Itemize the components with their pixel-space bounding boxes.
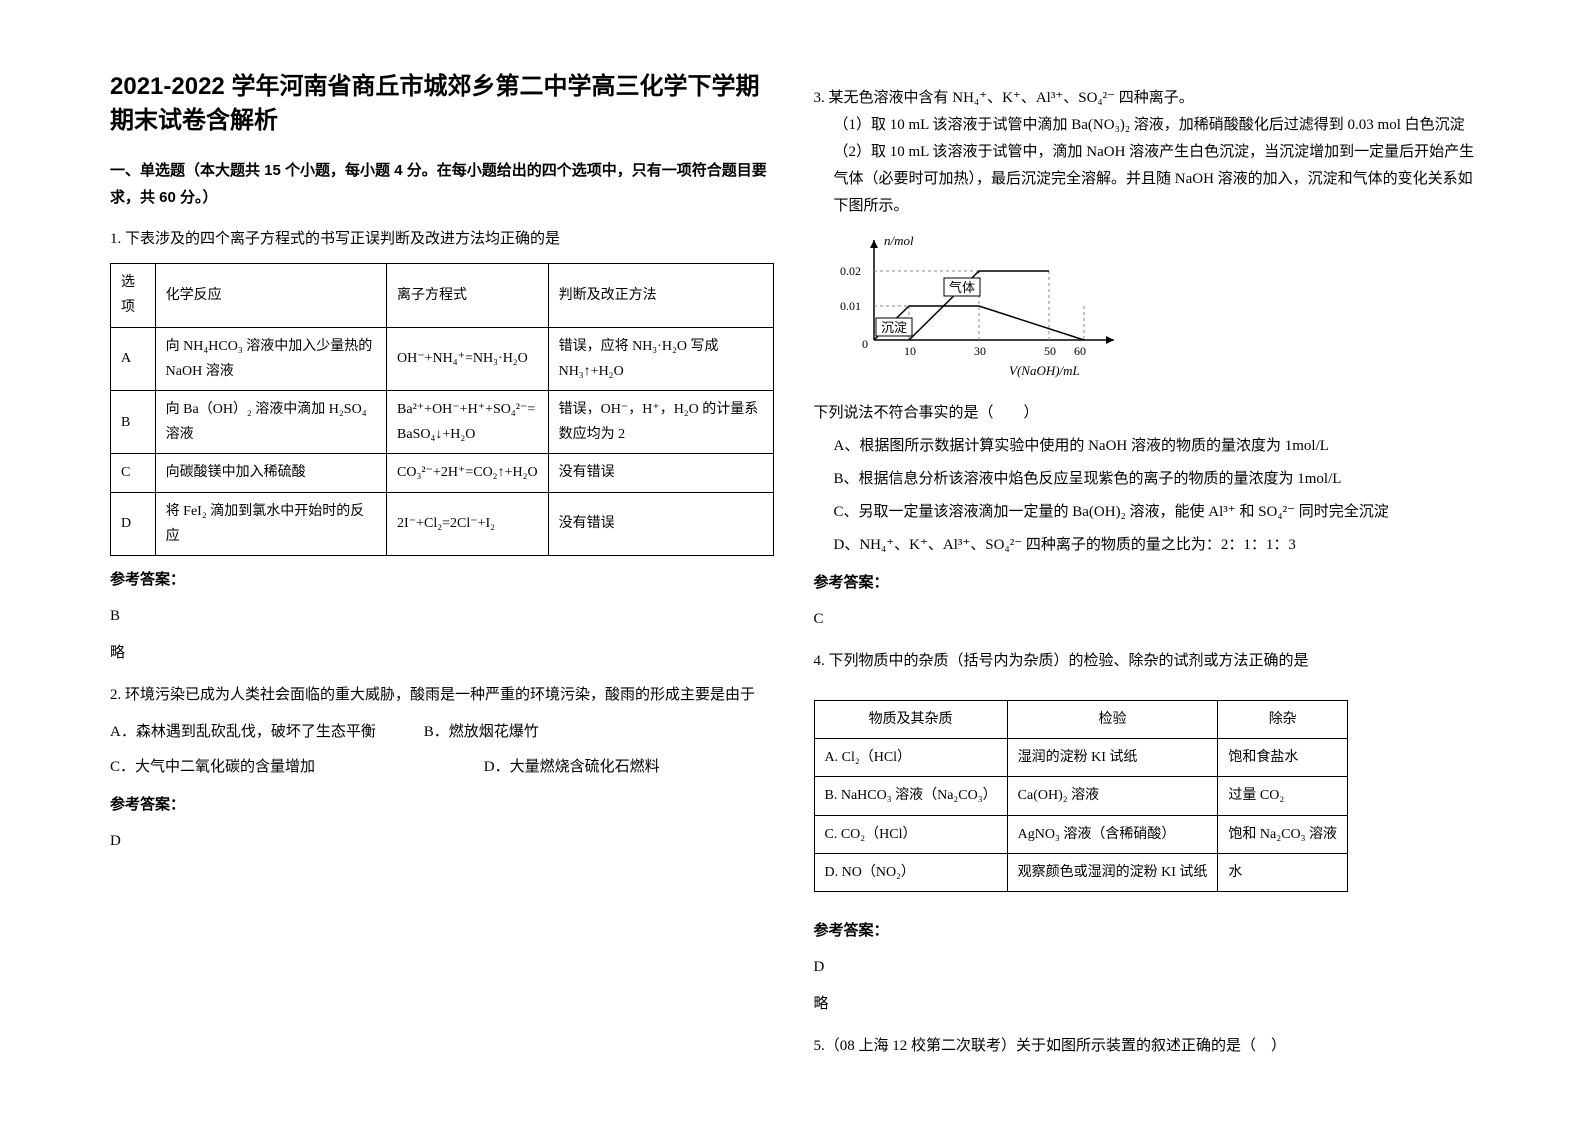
question-3: 3. 某无色溶液中含有 NH₄⁺、K⁺、Al³⁺、SO₄²⁻ 四种离子。 （1）… xyxy=(814,85,1478,633)
q4-th-2: 除杂 xyxy=(1218,701,1348,739)
question-4: 4. 下列物质中的杂质（括号内为杂质）的检验、除杂的试剂或方法正确的是 物质及其… xyxy=(814,648,1478,1018)
q1-note: 略 xyxy=(110,640,774,667)
question-1: 1. 下表涉及的四个离子方程式的书写正误判断及改进方法均正确的是 选项 化学反应… xyxy=(110,226,774,667)
table-row: B. NaHCO₃ 溶液（Na₂CO₃） Ca(OH)₂ 溶液 过量 CO₂ xyxy=(814,777,1347,815)
ytick-1: 0.01 xyxy=(840,299,861,313)
q2-answer: D xyxy=(110,828,774,855)
q1-table: 选项 化学反应 离子方程式 判断及改正方法 A 向 NH₄HCO₃ 溶液中加入少… xyxy=(110,263,774,556)
q1-r2-c3: 没有错误 xyxy=(548,454,773,492)
q4-r3-c1: 观察颜色或湿润的淀粉 KI 试纸 xyxy=(1007,853,1218,891)
q1-r1-c0: B xyxy=(111,390,156,453)
q1-r3-c0: D xyxy=(111,492,156,555)
q4-r2-c2: 饱和 Na₂CO₃ 溶液 xyxy=(1218,815,1348,853)
q1-th-0: 选项 xyxy=(111,264,156,327)
q4-th-0: 物质及其杂质 xyxy=(814,701,1007,739)
q2-opt-b: B．燃放烟花爆竹 xyxy=(424,724,539,740)
q4-r0-c0: A. Cl₂（HCl） xyxy=(814,739,1007,777)
right-column: 3. 某无色溶液中含有 NH₄⁺、K⁺、Al³⁺、SO₄²⁻ 四种离子。 （1）… xyxy=(794,70,1498,1052)
q4-note: 略 xyxy=(814,991,1478,1018)
q1-r0-c1: 向 NH₄HCO₃ 溶液中加入少量热的 NaOH 溶液 xyxy=(155,327,386,390)
option-line: A．森林遇到乱砍乱伐，破坏了生态平衡 B．燃放烟花爆竹 xyxy=(110,719,774,746)
q4-r2-c1: AgNO₃ 溶液（含稀硝酸） xyxy=(1007,815,1218,853)
answer-label: 参考答案： xyxy=(110,791,774,818)
left-column: 2021-2022 学年河南省商丘市城郊乡第二中学高三化学下学期期末试卷含解析 … xyxy=(90,70,794,1052)
q2-opt-c: C．大气中二氧化碳的含量增加 xyxy=(110,754,480,781)
xtick-1: 30 xyxy=(974,344,986,358)
q4-stem: 4. 下列物质中的杂质（括号内为杂质）的检验、除杂的试剂或方法正确的是 xyxy=(814,648,1478,675)
q4-r2-c0: C. CO₂（HCl） xyxy=(814,815,1007,853)
table-row: D 将 FeI₂ 滴加到氯水中开始时的反应 2I⁻+Cl₂=2Cl⁻+I₂ 没有… xyxy=(111,492,774,555)
q3-opt-c: C、另取一定量该溶液滴加一定量的 Ba(OH)₂ 溶液，能使 Al³⁺ 和 SO… xyxy=(814,499,1478,526)
q1-r1-c3: 错误，OH⁻，H⁺，H₂O 的计量系数应均为 2 xyxy=(548,390,773,453)
table-header-row: 选项 化学反应 离子方程式 判断及改正方法 xyxy=(111,264,774,327)
table-row: A. Cl₂（HCl） 湿润的淀粉 KI 试纸 饱和食盐水 xyxy=(814,739,1347,777)
option-line: C．大气中二氧化碳的含量增加 D．大量燃烧含硫化石燃料 xyxy=(110,754,774,781)
table-row: B 向 Ba（OH）₂ 溶液中滴加 H₂SO₄ 溶液 Ba²⁺+OH⁻+H⁺+S… xyxy=(111,390,774,453)
q1-th-3: 判断及改正方法 xyxy=(548,264,773,327)
section-header: 一、单选题（本大题共 15 个小题，每小题 4 分。在每小题给出的四个选项中，只… xyxy=(110,157,774,211)
q1-r0-c2: OH⁻+NH₄⁺=NH₃·H₂O xyxy=(387,327,549,390)
q4-th-1: 检验 xyxy=(1007,701,1218,739)
q1-answer: B xyxy=(110,603,774,630)
q1-r3-c2: 2I⁻+Cl₂=2Cl⁻+I₂ xyxy=(387,492,549,555)
table-row: D. NO（NO₂） 观察颜色或湿润的淀粉 KI 试纸 水 xyxy=(814,853,1347,891)
q1-th-2: 离子方程式 xyxy=(387,264,549,327)
q1-r2-c0: C xyxy=(111,454,156,492)
q1-r3-c3: 没有错误 xyxy=(548,492,773,555)
q4-r1-c1: Ca(OH)₂ 溶液 xyxy=(1007,777,1218,815)
table-row: C 向碳酸镁中加入稀硫酸 CO₃²⁻+2H⁺=CO₂↑+H₂O 没有错误 xyxy=(111,454,774,492)
q3-opt-a: A、根据图所示数据计算实验中使用的 NaOH 溶液的物质的量浓度为 1mol/L xyxy=(814,433,1478,460)
q2-options: A．森林遇到乱砍乱伐，破坏了生态平衡 B．燃放烟花爆竹 C．大气中二氧化碳的含量… xyxy=(110,719,774,781)
q5-stem: 5.（08 上海 12 校第二次联考）关于如图所示装置的叙述正确的是（ ） xyxy=(814,1033,1478,1060)
chart-svg: n/mol V(NaOH)/mL 0 0.01 0.02 10 30 50 60… xyxy=(834,230,1134,380)
answer-label: 参考答案： xyxy=(110,566,774,593)
q4-answer: D xyxy=(814,954,1478,981)
answer-label: 参考答案： xyxy=(814,569,1478,596)
ylabel: n/mol xyxy=(884,233,914,248)
q3-stem: 3. 某无色溶液中含有 NH₄⁺、K⁺、Al³⁺、SO₄²⁻ 四种离子。 xyxy=(814,85,1478,112)
q1-r2-c1: 向碳酸镁中加入稀硫酸 xyxy=(155,454,386,492)
xtick-3: 60 xyxy=(1074,344,1086,358)
q4-r1-c2: 过量 CO₂ xyxy=(1218,777,1348,815)
q3-answer: C xyxy=(814,606,1478,633)
q3-chart: n/mol V(NaOH)/mL 0 0.01 0.02 10 30 50 60… xyxy=(834,230,1478,390)
ytick-2: 0.02 xyxy=(840,264,861,278)
xtick-2: 50 xyxy=(1044,344,1056,358)
q3-sub2: （2）取 10 mL 该溶液于试管中，滴加 NaOH 溶液产生白色沉淀，当沉淀增… xyxy=(814,139,1478,220)
q2-opt-a: A．森林遇到乱砍乱伐，破坏了生态平衡 xyxy=(110,719,420,746)
q1-r3-c1: 将 FeI₂ 滴加到氯水中开始时的反应 xyxy=(155,492,386,555)
table-row: C. CO₂（HCl） AgNO₃ 溶液（含稀硝酸） 饱和 Na₂CO₃ 溶液 xyxy=(814,815,1347,853)
q4-r3-c2: 水 xyxy=(1218,853,1348,891)
q3-sub1: （1）取 10 mL 该溶液于试管中滴加 Ba(NO₃)₂ 溶液，加稀硝酸酸化后… xyxy=(814,112,1478,139)
q4-r0-c2: 饱和食盐水 xyxy=(1218,739,1348,777)
q4-r0-c1: 湿润的淀粉 KI 试纸 xyxy=(1007,739,1218,777)
q3-opt-d: D、NH₄⁺、K⁺、Al³⁺、SO₄²⁻ 四种离子的物质的量之比为：2：1：1：… xyxy=(814,532,1478,559)
question-2: 2. 环境污染已成为人类社会面临的重大威胁，酸雨是一种严重的环境污染，酸雨的形成… xyxy=(110,682,774,855)
xlabel: V(NaOH)/mL xyxy=(1009,363,1080,378)
chart-label-2: 气体 xyxy=(949,280,975,295)
q1-stem: 1. 下表涉及的四个离子方程式的书写正误判断及改进方法均正确的是 xyxy=(110,226,774,253)
answer-label: 参考答案： xyxy=(814,917,1478,944)
q1-th-1: 化学反应 xyxy=(155,264,386,327)
table-row: A 向 NH₄HCO₃ 溶液中加入少量热的 NaOH 溶液 OH⁻+NH₄⁺=N… xyxy=(111,327,774,390)
q3-opt-b: B、根据信息分析该溶液中焰色反应呈现紫色的离子的物质的量浓度为 1mol/L xyxy=(814,466,1478,493)
q2-stem: 2. 环境污染已成为人类社会面临的重大威胁，酸雨是一种严重的环境污染，酸雨的形成… xyxy=(110,682,774,709)
chart-label-1: 沉淀 xyxy=(881,320,907,335)
q1-r2-c2: CO₃²⁻+2H⁺=CO₂↑+H₂O xyxy=(387,454,549,492)
table-header-row: 物质及其杂质 检验 除杂 xyxy=(814,701,1347,739)
xtick-0: 10 xyxy=(904,344,916,358)
q1-r1-c2: Ba²⁺+OH⁻+H⁺+SO₄²⁻= BaSO₄↓+H₂O xyxy=(387,390,549,453)
q1-r0-c0: A xyxy=(111,327,156,390)
q4-r1-c0: B. NaHCO₃ 溶液（Na₂CO₃） xyxy=(814,777,1007,815)
exam-title: 2021-2022 学年河南省商丘市城郊乡第二中学高三化学下学期期末试卷含解析 xyxy=(110,70,774,137)
question-5: 5.（08 上海 12 校第二次联考）关于如图所示装置的叙述正确的是（ ） xyxy=(814,1033,1478,1060)
q1-r1-c1: 向 Ba（OH）₂ 溶液中滴加 H₂SO₄ 溶液 xyxy=(155,390,386,453)
q4-table: 物质及其杂质 检验 除杂 A. Cl₂（HCl） 湿润的淀粉 KI 试纸 饱和食… xyxy=(814,700,1348,892)
q3-followup: 下列说法不符合事实的是（ ） xyxy=(814,400,1478,427)
q2-opt-d: D．大量燃烧含硫化石燃料 xyxy=(484,759,660,775)
q4-r3-c0: D. NO（NO₂） xyxy=(814,853,1007,891)
q1-r0-c3: 错误，应将 NH₃·H₂O 写成 NH₃↑+H₂O xyxy=(548,327,773,390)
ytick-0: 0 xyxy=(862,337,868,351)
